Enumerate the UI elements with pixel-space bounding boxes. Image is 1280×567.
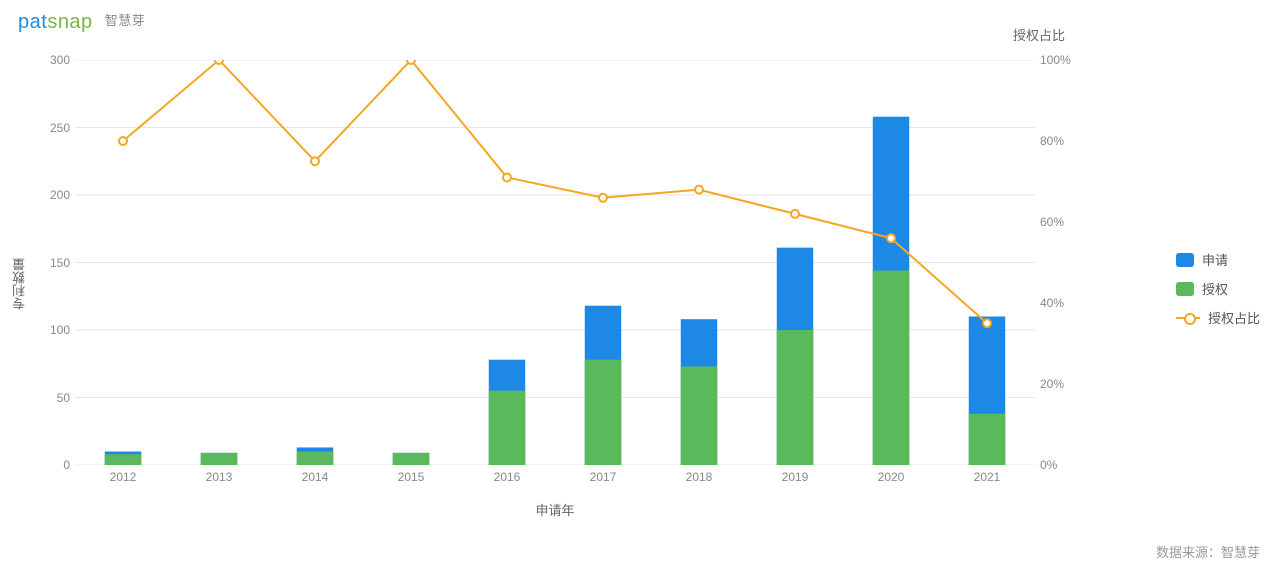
- y-left-tick: 150: [50, 256, 70, 270]
- y-right-tick: 100%: [1040, 53, 1071, 67]
- y-left-tick: 300: [50, 53, 70, 67]
- brand-en-b: snap: [47, 11, 92, 33]
- x-tick: 2017: [590, 470, 617, 484]
- chart-plot-area: [75, 60, 1035, 465]
- x-tick: 2020: [878, 470, 905, 484]
- legend-item-apply[interactable]: 申请: [1176, 250, 1260, 269]
- x-axis-title: 申请年: [75, 500, 1035, 519]
- legend-swatch-apply: [1176, 253, 1194, 267]
- y-right-tick: 60%: [1040, 215, 1064, 229]
- x-tick: 2021: [974, 470, 1001, 484]
- legend-label-apply: 申请: [1202, 250, 1228, 269]
- x-tick: 2015: [398, 470, 425, 484]
- legend-item-grant[interactable]: 授权: [1176, 279, 1260, 298]
- y-right-tick: 0%: [1040, 458, 1057, 472]
- legend-label-grant: 授权: [1202, 279, 1228, 298]
- legend-label-ratio: 授权占比: [1208, 308, 1260, 327]
- chart-page: patsnap 智慧芽 专利数量 授权占比 0 50 100 150 200 250 300…: [0, 0, 1280, 567]
- legend-swatch-grant: [1176, 282, 1194, 296]
- legend: 申请 授权 授权占比: [1176, 250, 1260, 337]
- x-tick: 2018: [686, 470, 713, 484]
- brand-cn: 智慧芽: [105, 13, 146, 28]
- y-left-tick: 250: [50, 121, 70, 135]
- data-source-label: 数据来源：智慧芽: [1156, 542, 1260, 561]
- y-left-tick: 100: [50, 323, 70, 337]
- y-right-tick: 40%: [1040, 296, 1064, 310]
- y-left-tick: 50: [57, 391, 70, 405]
- y-right-axis-title: 授权占比: [1013, 25, 1065, 44]
- x-tick: 2012: [110, 470, 137, 484]
- x-tick: 2016: [494, 470, 521, 484]
- x-tick: 2019: [782, 470, 809, 484]
- legend-item-ratio[interactable]: 授权占比: [1176, 308, 1260, 327]
- brand-logo: patsnap 智慧芽: [18, 10, 145, 34]
- brand-en-a: pat: [18, 11, 47, 33]
- y-left-tick: 0: [63, 458, 70, 472]
- y-right-tick: 80%: [1040, 134, 1064, 148]
- y-left-axis-title: 专利数量: [10, 258, 29, 310]
- x-tick: 2013: [206, 470, 233, 484]
- x-tick: 2014: [302, 470, 329, 484]
- y-left-tick: 200: [50, 188, 70, 202]
- chart-svg: [75, 60, 1035, 465]
- y-right-tick: 20%: [1040, 377, 1064, 391]
- legend-swatch-ratio: [1176, 311, 1200, 325]
